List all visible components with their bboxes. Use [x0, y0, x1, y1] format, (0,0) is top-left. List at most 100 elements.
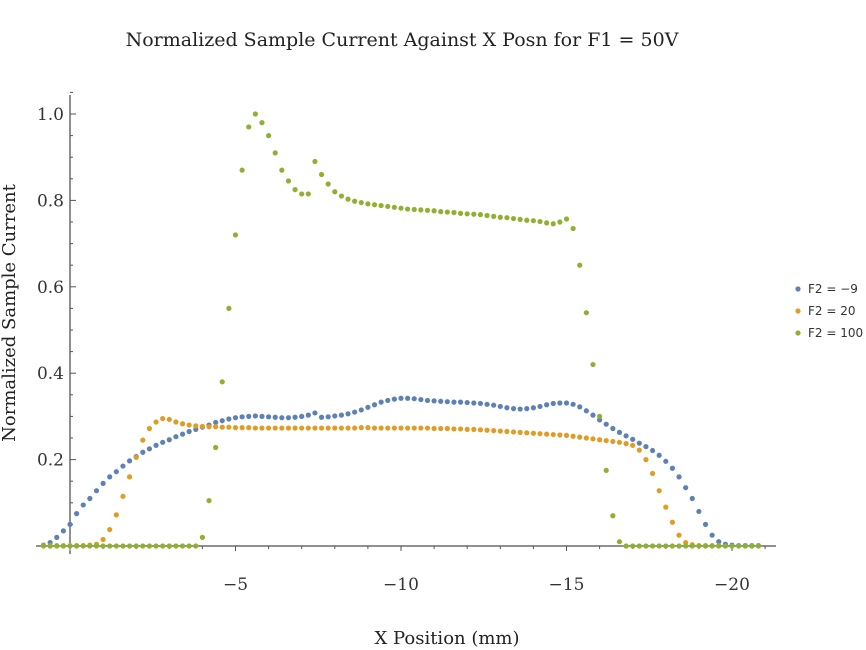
data-point — [246, 425, 252, 431]
data-point — [146, 543, 153, 549]
data-point — [477, 212, 484, 218]
data-point — [60, 528, 66, 534]
data-point — [570, 433, 576, 439]
data-point — [213, 424, 219, 430]
data-point — [451, 209, 457, 216]
data-point — [391, 396, 397, 402]
data-point — [332, 189, 338, 195]
data-point — [623, 543, 629, 549]
data-point — [616, 439, 623, 445]
data-point — [696, 508, 702, 515]
data-point — [663, 504, 669, 510]
data-point — [683, 485, 689, 491]
data-point — [491, 402, 497, 408]
data-point — [702, 521, 709, 528]
data-point — [636, 543, 642, 549]
data-point — [418, 207, 424, 213]
data-point — [689, 543, 695, 549]
data-point — [597, 437, 603, 443]
data-point — [87, 543, 93, 549]
data-point — [352, 409, 358, 415]
data-point — [398, 395, 404, 401]
data-point — [544, 431, 550, 437]
data-point — [120, 543, 126, 549]
data-point — [107, 474, 113, 480]
data-point — [133, 454, 139, 461]
data-point — [610, 438, 616, 445]
data-point — [729, 543, 735, 549]
data-point — [716, 539, 722, 545]
data-point — [160, 415, 166, 422]
data-point — [709, 543, 715, 549]
x-tick-label: −5 — [223, 575, 248, 595]
data-point — [299, 191, 305, 197]
data-point — [285, 415, 292, 421]
data-point — [530, 430, 537, 436]
data-point — [497, 214, 503, 220]
data-point — [179, 543, 186, 549]
data-point — [113, 543, 119, 549]
data-point — [107, 543, 113, 549]
data-point — [318, 414, 325, 420]
data-point — [54, 543, 60, 549]
data-point — [484, 212, 490, 219]
data-point — [510, 406, 517, 412]
y-tick-label: 0.6 — [37, 278, 64, 298]
data-point — [325, 425, 331, 431]
data-point — [279, 415, 285, 421]
data-point — [563, 432, 570, 439]
data-point — [305, 412, 311, 418]
data-point — [318, 171, 325, 178]
data-point — [517, 429, 523, 435]
data-point — [93, 543, 100, 549]
data-point — [193, 423, 199, 429]
data-point — [438, 209, 444, 215]
data-point — [570, 225, 576, 232]
data-point — [226, 416, 232, 422]
data-point — [524, 430, 530, 436]
data-point — [742, 543, 748, 549]
y-tick-label: 0.2 — [37, 451, 64, 471]
data-point — [669, 543, 676, 549]
data-point — [418, 396, 424, 403]
x-tick-label: −15 — [549, 575, 585, 595]
data-point — [272, 425, 278, 431]
data-point — [80, 502, 86, 508]
data-point — [517, 406, 523, 412]
data-point — [550, 431, 556, 438]
data-point — [219, 418, 225, 424]
data-point — [219, 379, 225, 385]
data-point — [497, 428, 503, 434]
y-tick-label: 1.0 — [37, 105, 64, 125]
data-point — [80, 543, 86, 549]
data-point — [656, 543, 662, 549]
data-point — [378, 425, 384, 431]
data-point — [649, 543, 656, 549]
data-point — [299, 425, 305, 431]
data-point — [352, 198, 358, 204]
data-point — [663, 458, 669, 464]
data-point — [186, 422, 192, 428]
data-point — [312, 425, 318, 431]
data-point — [583, 435, 589, 441]
data-point — [590, 361, 596, 368]
data-point — [464, 211, 470, 217]
data-point — [173, 543, 179, 549]
data-point — [583, 408, 589, 414]
data-point — [146, 425, 153, 432]
data-point — [358, 407, 364, 413]
data-point — [153, 419, 159, 425]
data-point — [411, 425, 417, 431]
legend-label: F2 = −9 — [808, 282, 858, 296]
data-point — [610, 513, 616, 519]
data-point — [451, 399, 457, 405]
data-point — [471, 400, 477, 406]
data-point — [272, 414, 278, 420]
data-point — [471, 211, 477, 217]
data-point — [166, 543, 172, 549]
data-point — [702, 543, 709, 549]
data-point — [438, 398, 444, 404]
data-point — [530, 405, 537, 411]
data-point — [100, 536, 106, 543]
data-point — [140, 543, 146, 549]
